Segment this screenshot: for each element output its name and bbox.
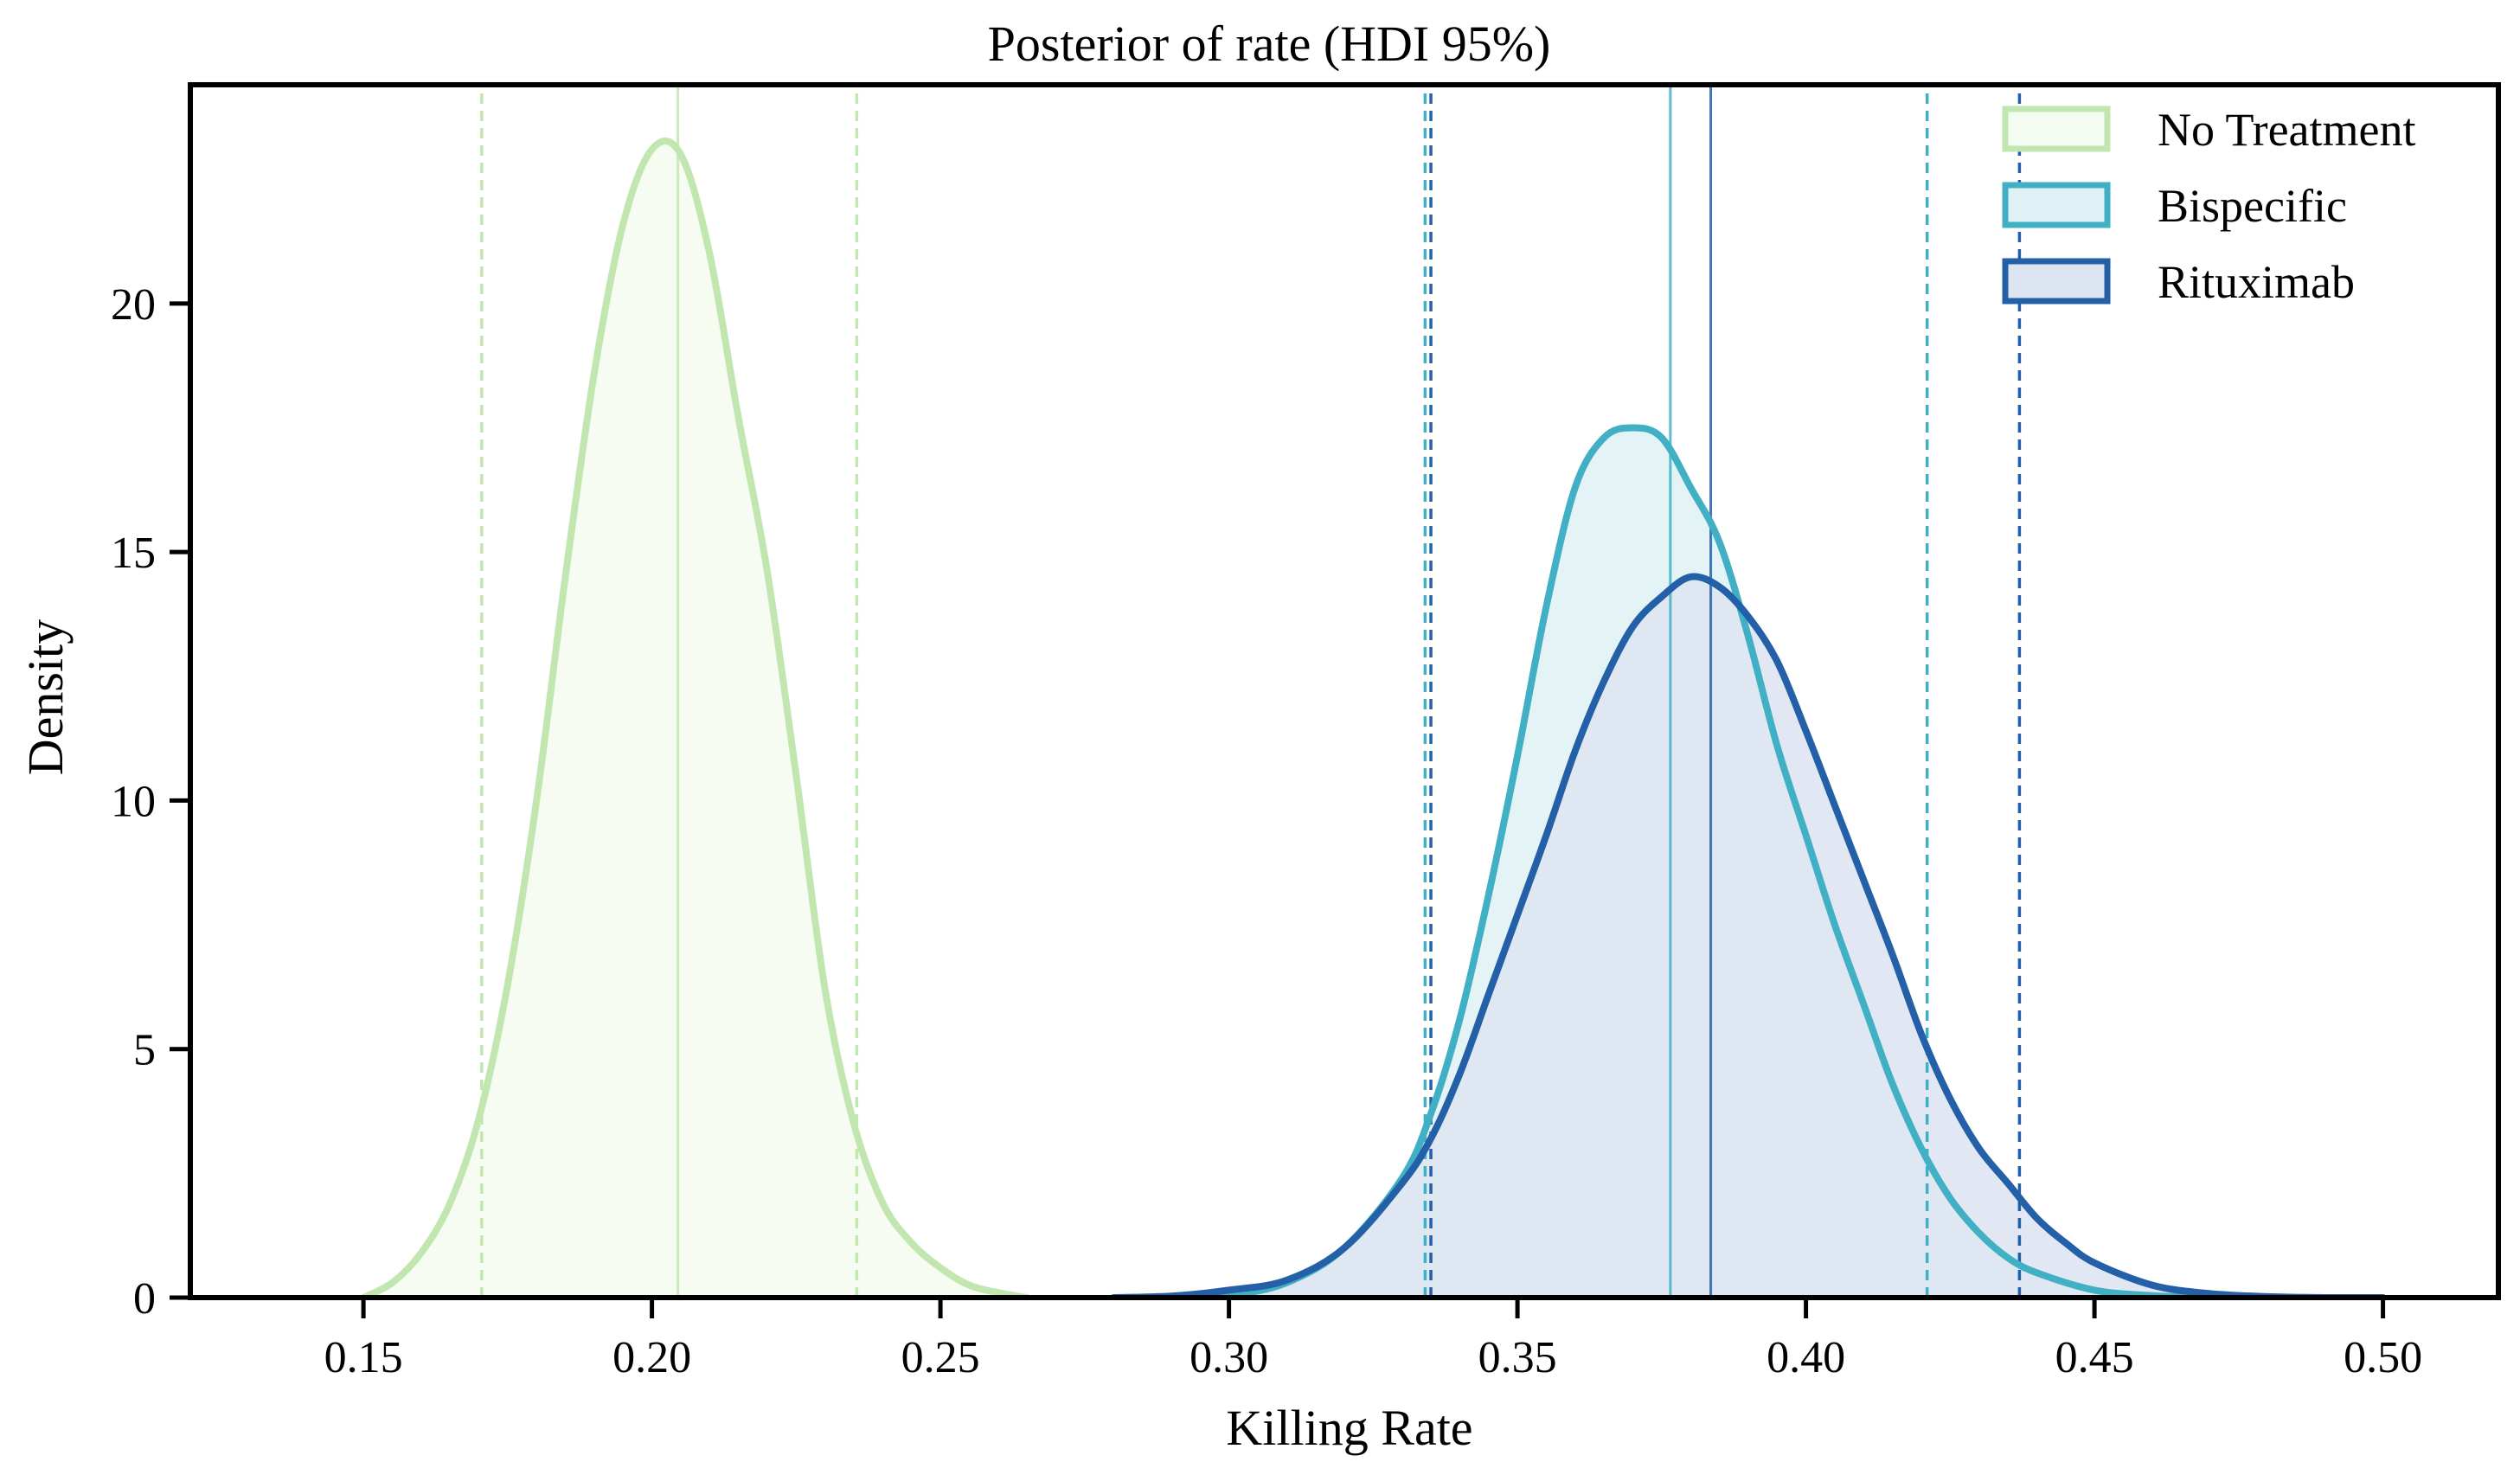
plot-frame — [188, 82, 2501, 1300]
x-tick-label-0: 0.15 — [324, 1333, 403, 1382]
y-tick-label-1: 5 — [133, 1026, 156, 1075]
density-curve-bispecific — [1167, 424, 2214, 1298]
legend-swatch-rituximab — [2002, 258, 2111, 305]
x-tick-label-1: 0.20 — [612, 1333, 691, 1382]
legend-swatch-no-treatment — [2002, 106, 2111, 152]
legend-label-no-treatment: No Treatment — [2158, 104, 2416, 156]
y-tick-label-4: 20 — [111, 280, 156, 330]
density-curve-rituximab — [1110, 573, 2387, 1298]
area-no-treatment — [363, 140, 1028, 1298]
legend-label-rituximab: Rituximab — [2158, 256, 2355, 308]
density-curve-no-treatment — [360, 137, 1031, 1298]
legend-label-bispecific: Bispecific — [2158, 180, 2347, 232]
x-tick-label-7: 0.50 — [2344, 1333, 2422, 1382]
plot-inner — [360, 85, 2387, 1298]
x-tick-label-3: 0.30 — [1189, 1333, 1268, 1382]
y-axis-label: Density — [17, 619, 74, 775]
axes: 0.15 0.20 0.25 0.30 0.35 0.40 0.45 0.50 0 5 10 15 20 — [111, 82, 2501, 1382]
y-tick-label-3: 15 — [111, 529, 156, 578]
x-tick-label-4: 0.35 — [1478, 1333, 1557, 1382]
x-tick-label-6: 0.45 — [2055, 1333, 2134, 1382]
x-tick-label-5: 0.40 — [1767, 1333, 1845, 1382]
y-tick-label-2: 10 — [111, 777, 156, 826]
x-tick-label-2: 0.25 — [901, 1333, 980, 1382]
area-rituximab — [1113, 576, 2383, 1298]
plot-area — [360, 85, 2387, 1298]
legend-swatch-bispecific — [2002, 182, 2111, 228]
legend: No Treatment Bispecific Rituximab — [2002, 104, 2416, 308]
y-tick-label-0: 0 — [133, 1274, 156, 1324]
x-axis-label: Killing Rate — [1226, 1400, 1472, 1456]
chart-title: Posterior of rate (HDI 95%) — [988, 16, 1551, 72]
